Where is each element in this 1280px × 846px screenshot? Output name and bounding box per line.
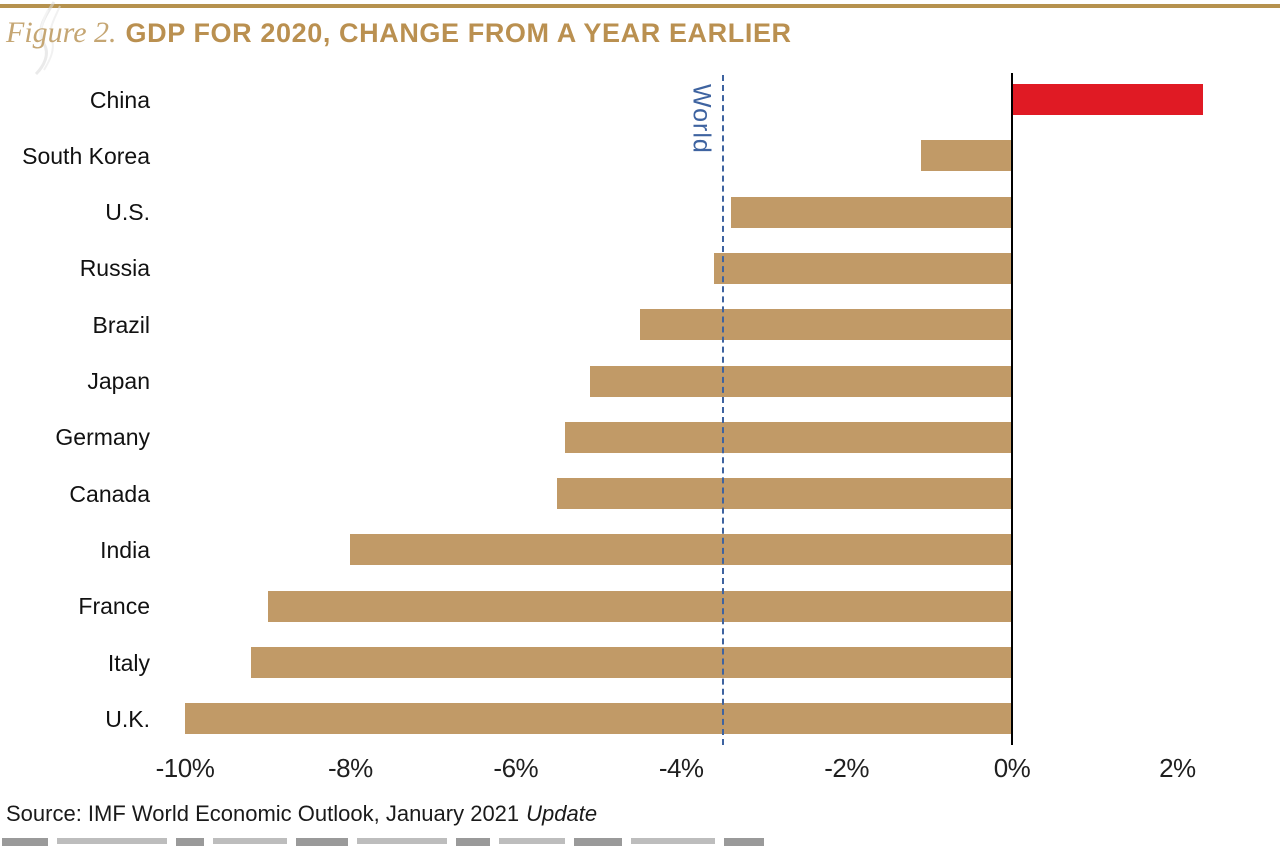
x-axis-tick-label: -2% xyxy=(824,753,869,783)
category-label: France xyxy=(78,593,150,620)
bar-japan xyxy=(590,365,1012,397)
bar-germany xyxy=(565,421,1012,453)
source-note: Source: IMF World Economic Outlook, Janu… xyxy=(6,801,597,827)
zero-axis-line xyxy=(1011,73,1013,745)
world-reference-label: World xyxy=(687,84,716,154)
bar-italy xyxy=(251,647,1012,678)
category-label: Brazil xyxy=(92,311,150,338)
category-label: South Korea xyxy=(22,142,150,169)
x-axis-tick-label: 0% xyxy=(993,753,1031,783)
category-label: India xyxy=(100,536,150,563)
category-label: Japan xyxy=(87,368,150,394)
source-text: Source: IMF World Economic Outlook, Janu… xyxy=(6,801,520,826)
bar-u-s- xyxy=(730,196,1012,228)
source-update-italic: Update xyxy=(526,801,598,826)
top-gold-rule xyxy=(0,4,1280,8)
bar-france xyxy=(267,590,1012,622)
x-axis-tick-label: -4% xyxy=(658,753,704,783)
bar-china xyxy=(1013,84,1204,115)
bar-u-k- xyxy=(185,703,1012,735)
x-axis-tick-label: -6% xyxy=(493,753,539,783)
x-axis-tick-label: -10% xyxy=(155,753,215,783)
bar-south-korea xyxy=(921,140,1012,172)
watermark-swirl xyxy=(34,1,61,76)
x-axis-tick-label: 2% xyxy=(1159,753,1196,783)
bar-india xyxy=(350,534,1012,566)
category-label: China xyxy=(89,86,150,113)
category-label: Canada xyxy=(69,480,150,507)
category-label: U.S. xyxy=(105,199,150,226)
category-label: U.K. xyxy=(105,705,150,732)
cut-off-content-band xyxy=(2,838,768,846)
bar-canada xyxy=(557,478,1012,510)
world-reference-line xyxy=(721,75,724,745)
x-axis-tick-label: -8% xyxy=(328,753,373,783)
figure-title-text: GDP FOR 2020, CHANGE FROM A YEAR EARLIER xyxy=(125,18,792,48)
category-label: Germany xyxy=(55,424,150,451)
figure-title: Figure 2. GDP FOR 2020, CHANGE FROM A YEA… xyxy=(6,16,792,50)
category-label: Italy xyxy=(107,649,150,676)
category-label: Russia xyxy=(79,255,150,282)
bar-brazil xyxy=(639,309,1012,341)
bar-russia xyxy=(714,252,1012,284)
figure-number-label: Figure 2. xyxy=(6,16,117,49)
